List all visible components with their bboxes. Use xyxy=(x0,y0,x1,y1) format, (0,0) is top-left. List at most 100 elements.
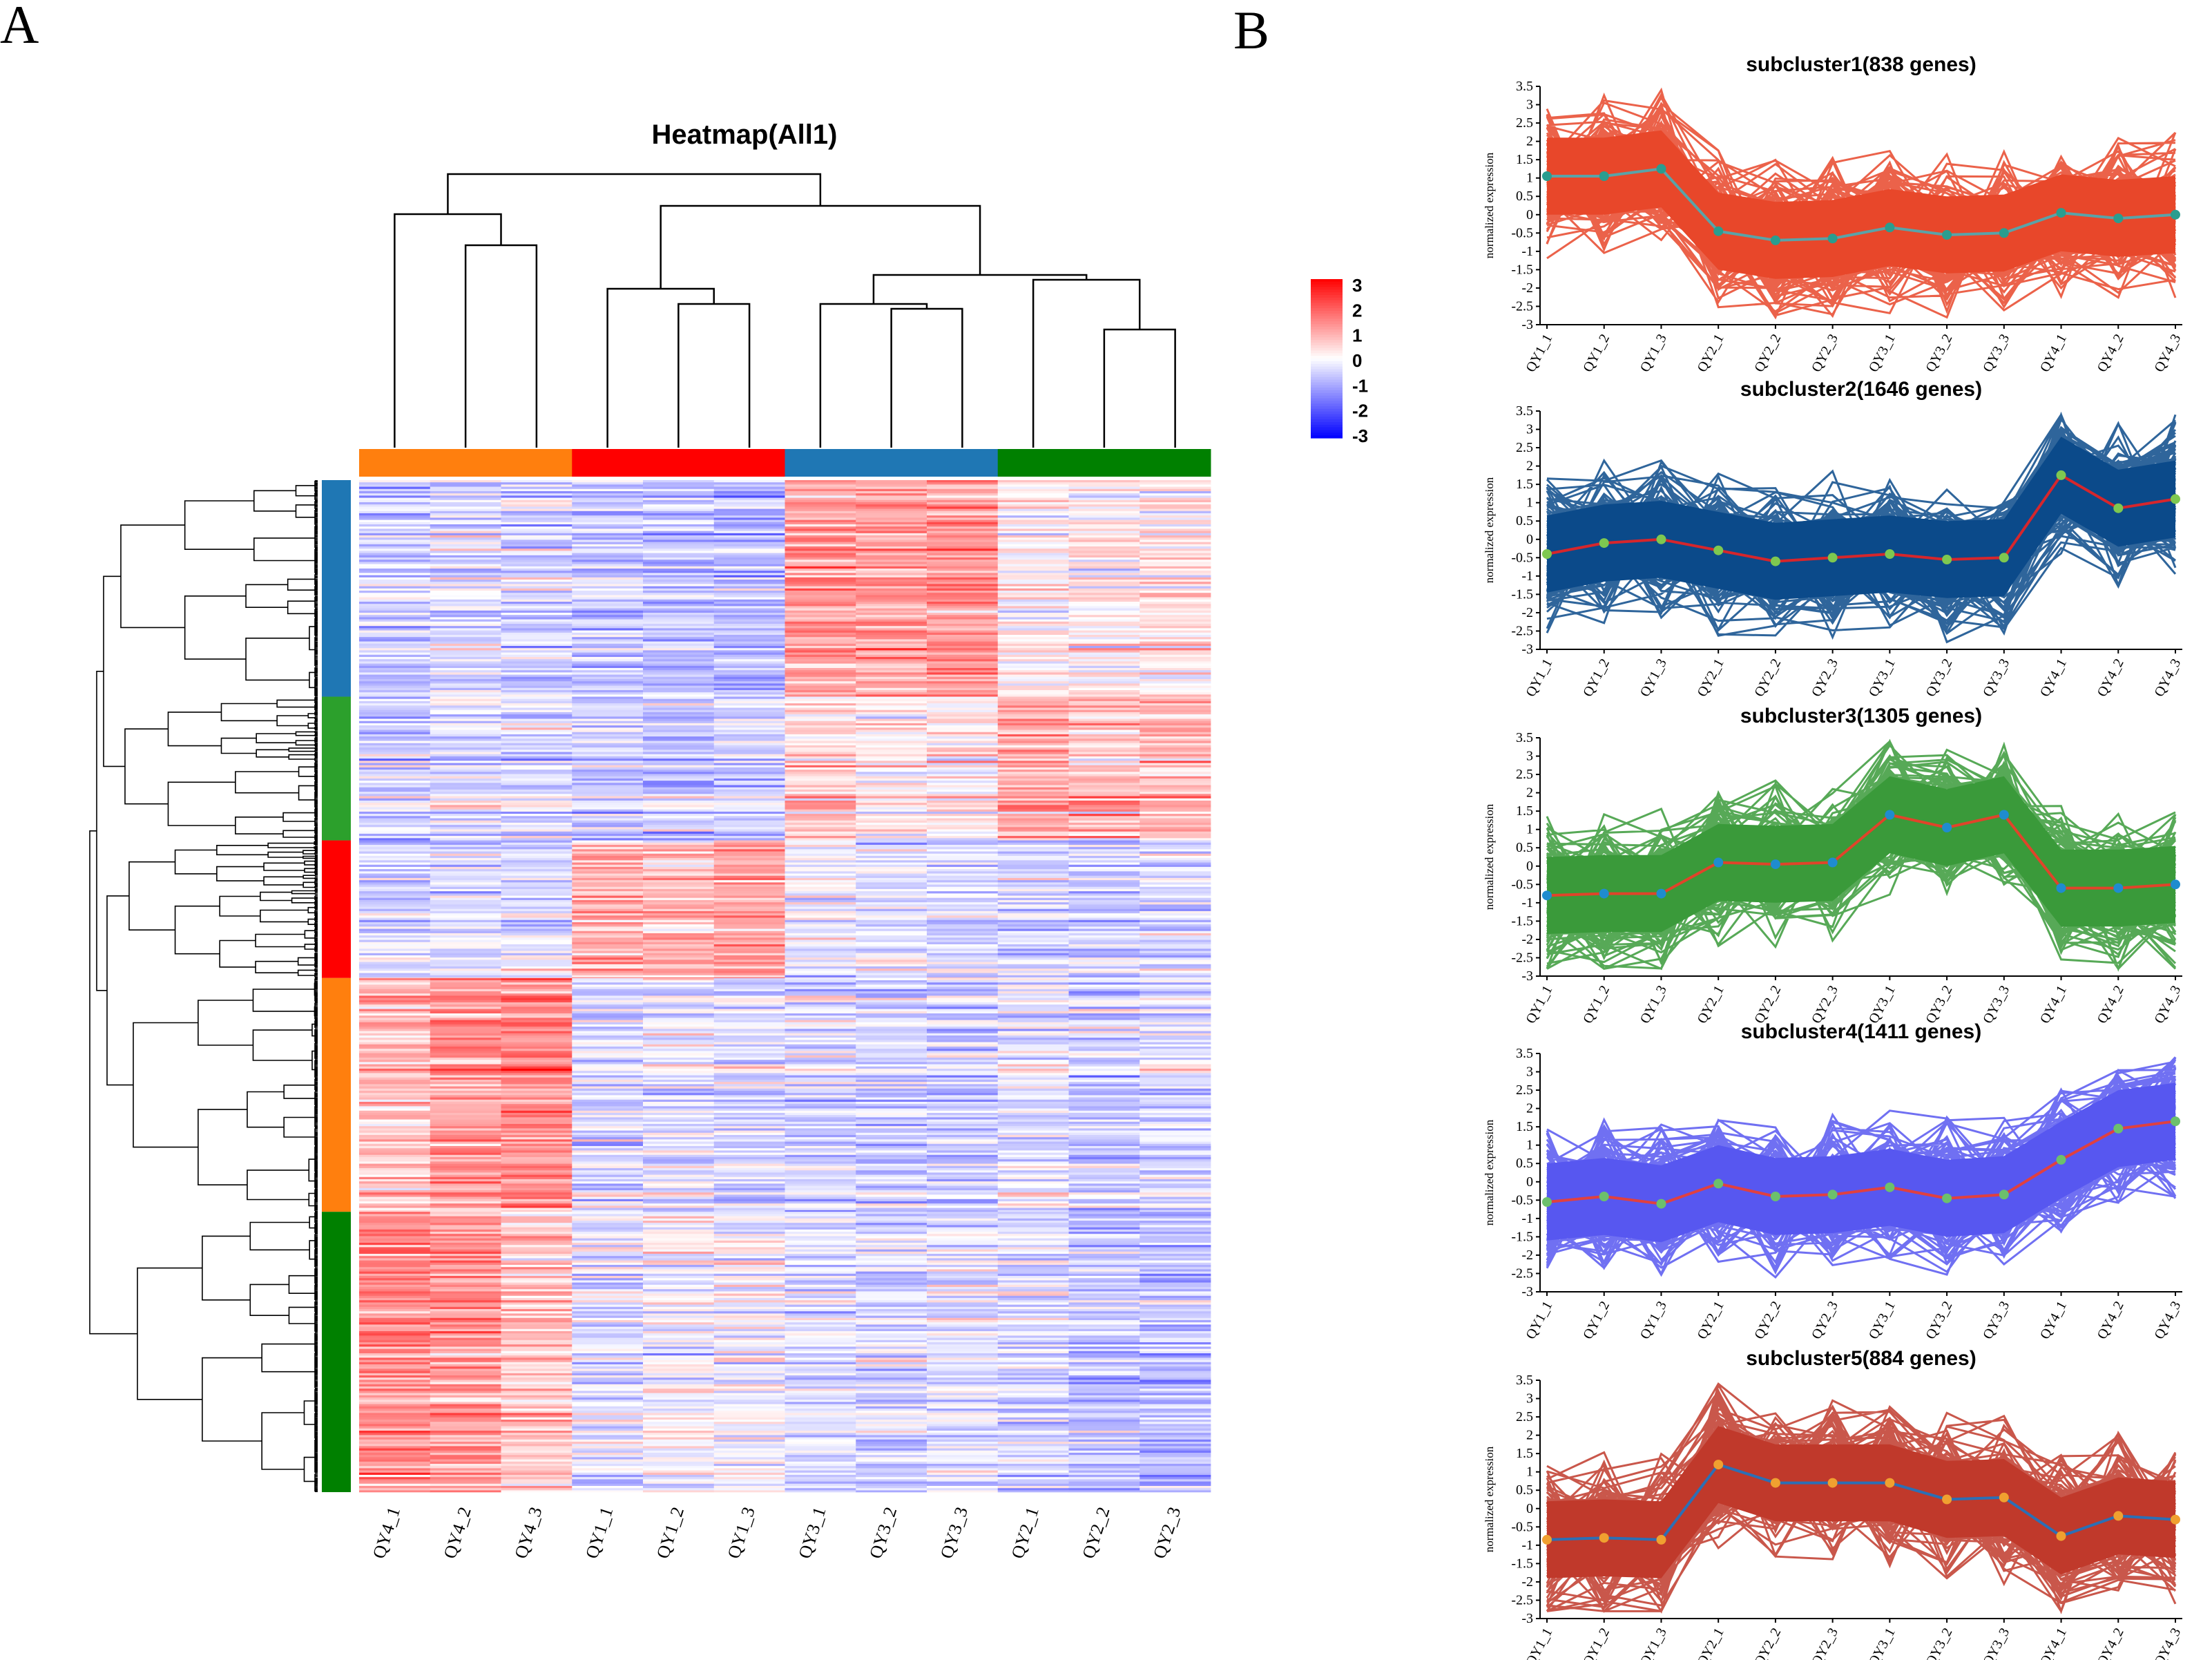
heatmap-cell xyxy=(785,1260,856,1263)
heatmap-cell xyxy=(1139,1055,1211,1058)
heatmap-cell xyxy=(713,931,785,934)
heatmap-cell xyxy=(572,763,644,766)
heatmap-cell xyxy=(785,822,856,826)
heatmap-cell xyxy=(359,643,431,647)
heatmap-cell xyxy=(430,973,501,976)
heatmap-cell xyxy=(785,1044,856,1047)
heatmap-cell xyxy=(643,1335,715,1338)
heatmap-cell xyxy=(501,646,573,649)
heatmap-cell xyxy=(927,486,999,490)
heatmap-cell xyxy=(430,591,501,593)
heatmap-cell xyxy=(927,1174,999,1178)
heatmap-cell xyxy=(430,1150,501,1153)
heatmap-cell xyxy=(997,716,1069,719)
heatmap-cell xyxy=(501,734,573,737)
heatmap-cell xyxy=(856,869,927,872)
heatmap-cell xyxy=(785,1328,856,1332)
heatmap-cell xyxy=(643,922,715,925)
heatmap-cell xyxy=(430,1251,501,1254)
heatmap-cell xyxy=(1068,982,1140,985)
heatmap-cell xyxy=(501,1335,573,1338)
heatmap-cell xyxy=(501,1095,573,1098)
heatmap-cell xyxy=(1068,672,1140,675)
heatmap-cell xyxy=(501,1291,573,1294)
heatmap-cell xyxy=(856,1291,927,1294)
heatmap-cell xyxy=(430,608,501,611)
heatmap-cell xyxy=(572,1183,644,1186)
heatmap-cell xyxy=(997,486,1069,490)
heatmap-cell xyxy=(997,1295,1069,1299)
heatmap-cell xyxy=(785,1256,856,1259)
heatmap-cell xyxy=(785,619,856,622)
heatmap-cell xyxy=(572,557,644,560)
heatmap-cell xyxy=(643,580,715,582)
heatmap-cell xyxy=(927,767,999,770)
heatmap-cell xyxy=(501,621,573,624)
heatmap-cell xyxy=(643,1344,715,1347)
heatmap-cell xyxy=(643,569,715,571)
heatmap-cell xyxy=(359,659,431,662)
heatmap-cell xyxy=(713,524,785,527)
heatmap-cell xyxy=(713,1132,785,1136)
heatmap-cell xyxy=(997,860,1069,863)
heatmap-cell xyxy=(643,1108,715,1112)
heatmap-cell xyxy=(501,1079,573,1082)
heatmap-cell xyxy=(1139,935,1211,938)
heatmap-cell xyxy=(927,1322,999,1325)
heatmap-cell xyxy=(572,1375,644,1378)
heatmap-cell xyxy=(856,899,927,903)
heatmap-cell xyxy=(785,714,856,717)
heatmap-cell xyxy=(359,908,431,912)
heatmap-cell xyxy=(785,524,856,527)
heatmap-cell xyxy=(1068,1348,1140,1352)
heatmap-cell xyxy=(856,725,927,728)
heatmap-cell xyxy=(501,517,573,520)
heatmap-cell xyxy=(785,1243,856,1246)
heatmap-cell xyxy=(430,1126,501,1129)
heatmap-cell xyxy=(713,738,785,741)
heatmap-cell xyxy=(501,838,573,841)
heatmap-cell xyxy=(927,569,999,571)
heatmap-cell xyxy=(997,1086,1069,1089)
heatmap-cell xyxy=(927,685,999,689)
heatmap-cell xyxy=(572,939,644,943)
heatmap-cell xyxy=(501,1013,573,1016)
heatmap-cell xyxy=(501,1317,573,1321)
heatmap-cell xyxy=(927,692,999,695)
heatmap-cell xyxy=(856,1040,927,1042)
heatmap-cell xyxy=(997,763,1069,766)
heatmap-cell xyxy=(359,591,431,593)
heatmap-cell xyxy=(1068,756,1140,759)
heatmap-cell xyxy=(997,738,1069,741)
heatmap-cell xyxy=(430,1027,501,1029)
heatmap-cell xyxy=(572,798,644,801)
heatmap-cell xyxy=(643,785,715,788)
heatmap-cell xyxy=(501,1000,573,1003)
heatmap-cell xyxy=(572,855,644,859)
heatmap-cell xyxy=(785,953,856,956)
heatmap-cell xyxy=(997,966,1069,969)
heatmap-cell xyxy=(643,1337,715,1341)
heatmap-cell xyxy=(927,862,999,866)
heatmap-cell xyxy=(359,540,431,542)
heatmap-cell xyxy=(643,875,715,879)
heatmap-cell xyxy=(785,1265,856,1268)
heatmap-cell xyxy=(643,964,715,967)
heatmap-cell xyxy=(501,1031,573,1034)
heatmap-cell xyxy=(927,750,999,752)
heatmap-cell xyxy=(997,937,1069,940)
heatmap-cell xyxy=(572,849,644,852)
heatmap-cell xyxy=(572,1119,644,1123)
heatmap-cell xyxy=(1068,1375,1140,1378)
heatmap-cell xyxy=(359,508,431,512)
heatmap-cell xyxy=(927,781,999,783)
heatmap-cell xyxy=(430,816,501,819)
heatmap-cell xyxy=(643,1134,715,1138)
heatmap-cell xyxy=(997,1121,1069,1125)
heatmap-cell xyxy=(1139,1326,1211,1330)
heatmap-cell xyxy=(430,718,501,722)
heatmap-cell xyxy=(430,805,501,808)
heatmap-cell xyxy=(997,657,1069,660)
heatmap-cell xyxy=(856,1167,927,1171)
heatmap-cell xyxy=(572,513,644,516)
